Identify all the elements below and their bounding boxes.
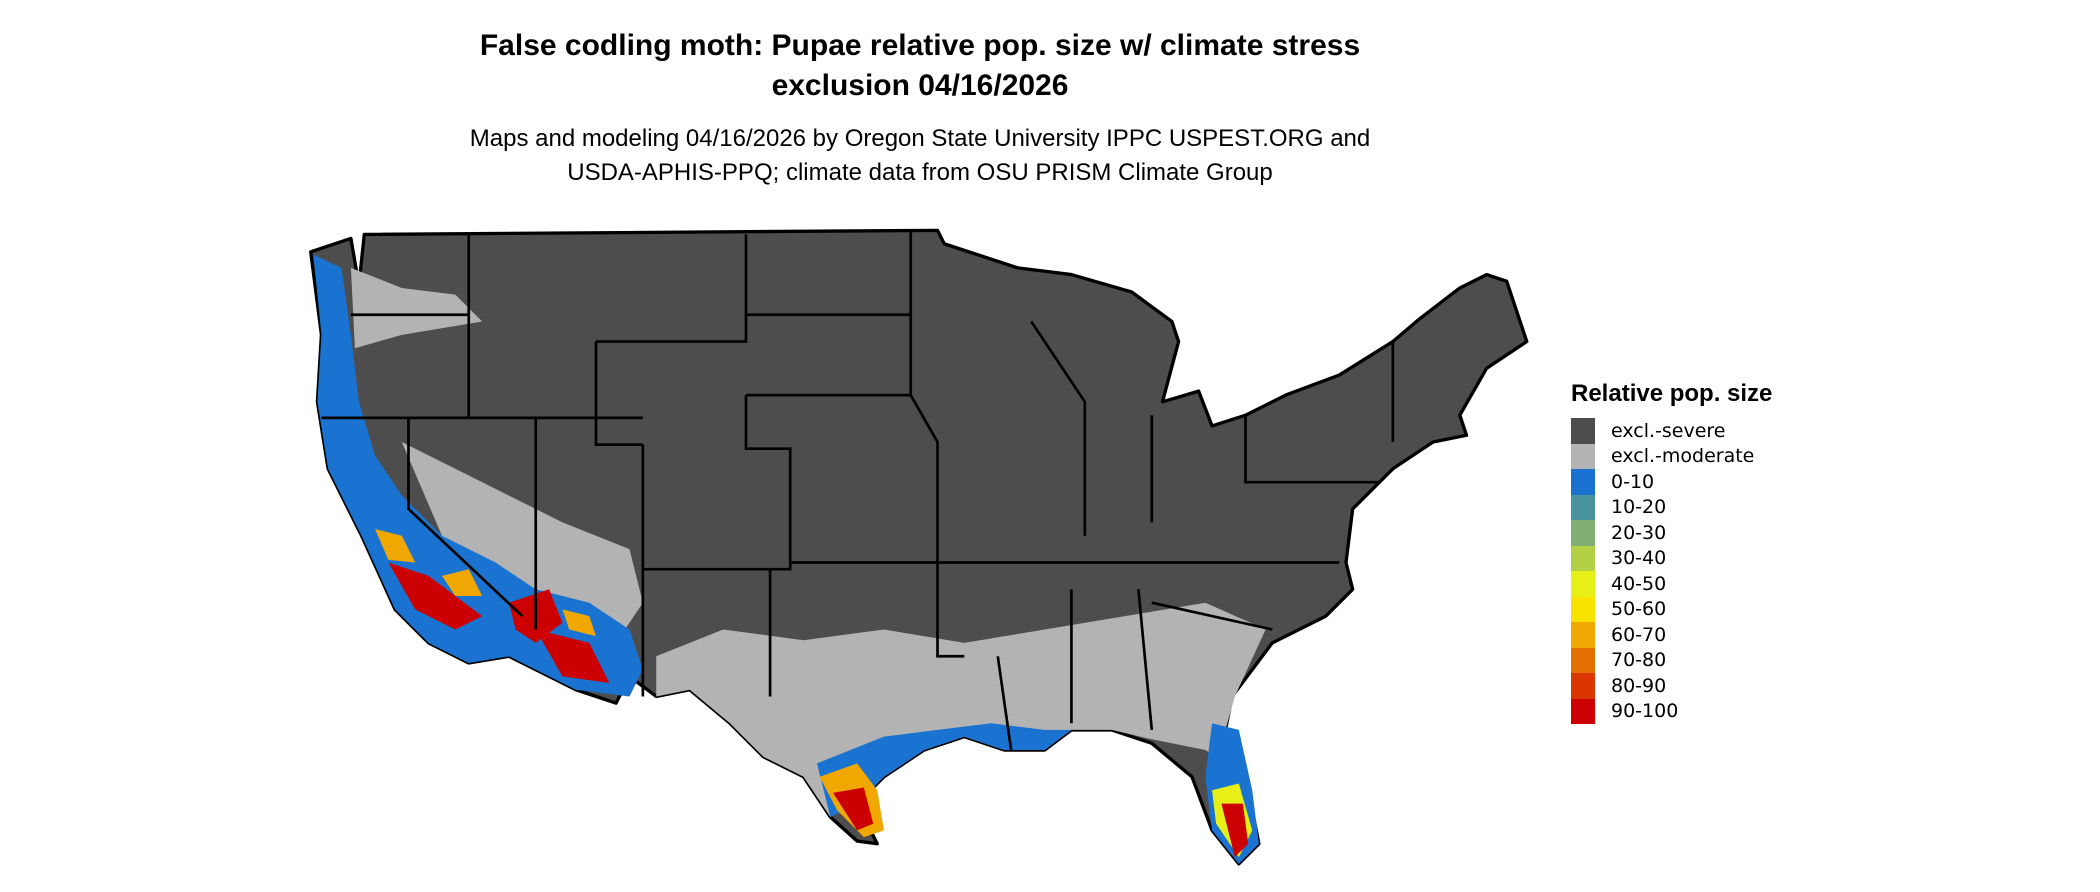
legend-swatch [1571, 622, 1595, 648]
legend-title: Relative pop. size [1571, 380, 1773, 407]
legend-item: excl.-moderate [1571, 443, 1772, 469]
map-subtitle-line2: USDA-APHIS-PPQ; climate data from OSU PR… [567, 159, 1273, 186]
legend-label: 10-20 [1611, 496, 1667, 519]
legend-swatch [1571, 545, 1595, 571]
legend-swatch [1571, 469, 1595, 495]
legend-item: 0-10 [1571, 469, 1772, 495]
legend-label: 90-100 [1611, 700, 1679, 723]
peak-range-florida [1221, 803, 1249, 858]
range-0-10-gulf [816, 723, 1259, 864]
legend-label: excl.-severe [1611, 419, 1726, 442]
legend-label: 70-80 [1611, 649, 1667, 672]
legend-label: 50-60 [1611, 598, 1667, 621]
map-title-line1: False codling moth: Pupae relative pop. … [479, 29, 1361, 62]
map-subtitle-line1: Maps and modeling 04/16/2026 by Oregon S… [469, 125, 1371, 152]
legend-items: excl.-severe excl.-moderate 0-10 10-20 20-30… [1571, 418, 1772, 724]
legend-swatch [1571, 494, 1595, 520]
mid-range-southwest [375, 529, 596, 637]
legend-swatch [1571, 443, 1595, 469]
excl-moderate-west [350, 267, 643, 643]
legend-label: 30-40 [1611, 547, 1667, 570]
legend-swatch [1571, 596, 1595, 622]
high-range-southwest [388, 562, 610, 684]
legend-item: 70-80 [1571, 647, 1772, 673]
legend-label: 60-70 [1611, 623, 1667, 646]
legend-item: excl.-severe [1571, 418, 1772, 444]
legend-item: 90-100 [1571, 698, 1772, 724]
legend-swatch [1571, 647, 1595, 673]
legend-item: 30-40 [1571, 545, 1772, 571]
map-title-line2: exclusion 04/16/2026 [771, 69, 1069, 102]
legend-item: 10-20 [1571, 494, 1772, 520]
legend-item: 20-30 [1571, 520, 1772, 546]
legend-item: 40-50 [1571, 571, 1772, 597]
legend-swatch [1571, 571, 1595, 597]
legend-label: excl.-moderate [1611, 445, 1755, 468]
legend-item: 50-60 [1571, 596, 1772, 622]
legend-label: 0-10 [1611, 470, 1655, 493]
range-0-10-west-coast [313, 254, 643, 697]
legend-swatch [1571, 673, 1595, 699]
legend-item: 80-90 [1571, 673, 1772, 699]
legend-swatch [1571, 698, 1595, 724]
legend-item: 60-70 [1571, 622, 1772, 648]
excl-moderate-southeast [656, 602, 1266, 817]
legend-swatch [1571, 520, 1595, 546]
state-borders [321, 230, 1395, 751]
legend: Relative pop. size excl.-severe excl.-mod… [1571, 380, 1772, 724]
legend-label: 80-90 [1611, 674, 1667, 697]
peak-range-texas [833, 787, 874, 831]
legend-label: 40-50 [1611, 572, 1667, 595]
legend-swatch [1571, 418, 1595, 444]
legend-label: 20-30 [1611, 521, 1667, 544]
